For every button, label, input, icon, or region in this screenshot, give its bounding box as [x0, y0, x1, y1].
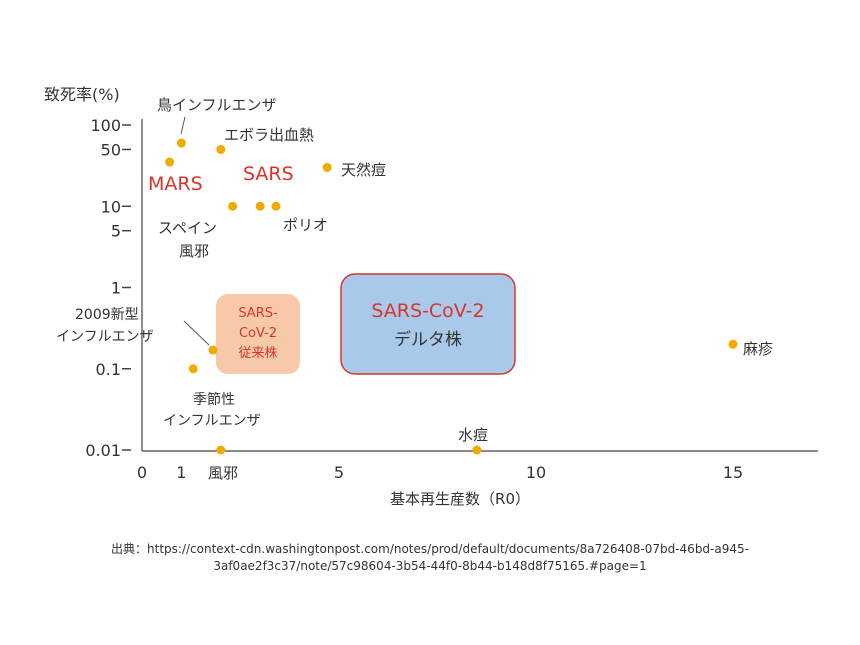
data-point: [208, 345, 218, 355]
data-point: [176, 138, 186, 148]
data-point: [188, 364, 198, 374]
label-polio: ポリオ: [283, 216, 328, 234]
source-line-1: 出典：https://context-cdn.washingtonpost.co…: [111, 542, 749, 556]
data-point: [228, 201, 238, 211]
leader-flu2009: [183, 320, 210, 346]
y-tick-label: 0.1: [96, 360, 121, 379]
y-axis-title: 致死率(%): [44, 85, 120, 104]
y-tick-label: 5: [111, 222, 121, 241]
label-flu2009-line1: 2009新型: [75, 307, 139, 323]
label-chickenpox: 水痘: [458, 426, 488, 444]
x-tick-label: 1: [176, 463, 186, 482]
callout-box-original: [216, 294, 300, 374]
callout-original-line3: 従来株: [238, 346, 277, 361]
y-tick-label: 1: [111, 279, 121, 298]
label-spanish-flu-line2: 風邪: [179, 242, 209, 260]
data-points: [165, 138, 738, 455]
x-axis-title: 基本再生産数（R0）: [390, 490, 530, 508]
label-measles: 麻疹: [743, 340, 773, 358]
label-cold: 風邪: [208, 464, 238, 482]
callout-delta-line1: SARS-CoV-2: [371, 300, 484, 322]
y-axis-ticks: 100 50 10 5 1 0.1 0.01: [85, 116, 131, 460]
source-line-2: 3af0ae2f3c37/note/57c98604-3b54-44f0-8b4…: [213, 559, 647, 573]
label-seasonal-line2: インフルエンザ: [163, 413, 261, 429]
x-axis-ticks: 0 1 5 10 15: [137, 463, 743, 482]
label-mars: MARS: [148, 173, 203, 195]
label-sars: SARS: [243, 163, 294, 185]
source-citation: 出典：https://context-cdn.washingtonpost.co…: [20, 541, 840, 575]
y-tick-label: 100: [90, 116, 121, 135]
data-point: [728, 339, 738, 349]
y-tick-label: 10: [101, 197, 121, 216]
x-tick-label: 5: [334, 463, 344, 482]
label-smallpox: 天然痘: [341, 161, 386, 179]
data-point: [271, 201, 281, 211]
callout-original-line1: SARS-: [238, 306, 278, 321]
data-point: [322, 162, 332, 172]
label-seasonal-line1: 季節性: [193, 391, 235, 408]
leader-bird-flu: [180, 116, 186, 135]
data-point: [255, 201, 265, 211]
label-ebola: エボラ出血熱: [224, 126, 314, 144]
data-point: [216, 144, 226, 154]
x-tick-label: 15: [723, 463, 743, 482]
callout-delta-line2: デルタ株: [394, 329, 462, 350]
x-tick-label: 0: [137, 463, 147, 482]
y-tick-label: 0.01: [85, 441, 121, 460]
data-point: [165, 157, 175, 167]
label-flu2009-line2: インフルエンザ: [56, 329, 154, 345]
data-point: [216, 445, 226, 455]
x-tick-label: 10: [526, 463, 546, 482]
data-point: [472, 445, 482, 455]
callout-box-delta: [340, 273, 516, 375]
callout-original-line2: CoV-2: [239, 326, 277, 341]
y-tick-label: 50: [101, 140, 121, 159]
label-bird-flu: 鳥インフルエンザ: [157, 96, 277, 114]
label-spanish-flu-line1: スペイン: [158, 219, 217, 237]
